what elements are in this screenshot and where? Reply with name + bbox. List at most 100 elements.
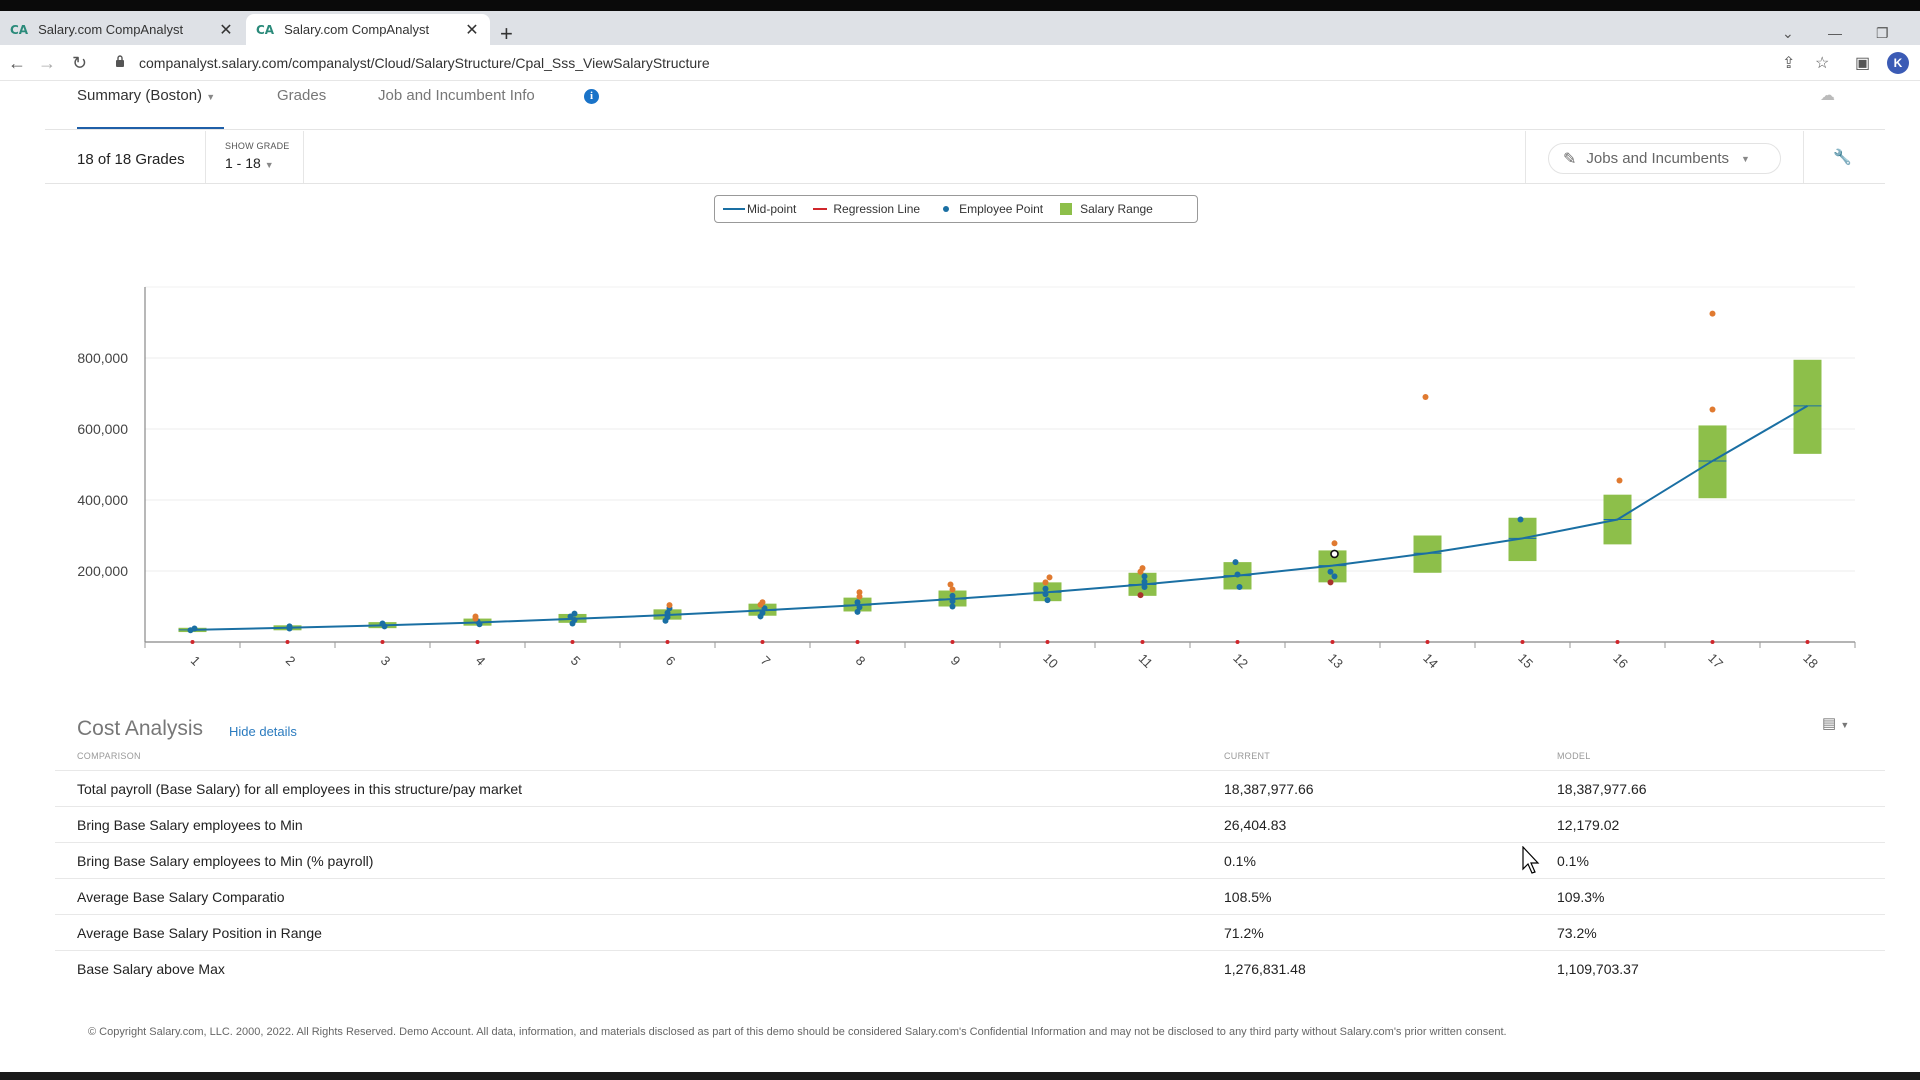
forward-arrow-icon[interactable]: → [38, 53, 56, 73]
tab-job-incumbent-info[interactable]: Job and Incumbent Info [378, 87, 535, 104]
tab-search-chevron-icon[interactable]: ⌄ [1782, 25, 1794, 41]
y-tick-label: 400,000 [77, 492, 128, 508]
os-taskbar [0, 1072, 1920, 1080]
legend-item-regression[interactable]: Regression Line [813, 202, 920, 216]
regression-point [1045, 640, 1050, 644]
show-grade-select[interactable]: 1 - 18 ▼ [225, 155, 274, 171]
current-cell: 108.5% [1224, 889, 1272, 905]
current-cell: 18,387,977.66 [1224, 781, 1314, 797]
regression-point [1330, 640, 1335, 644]
legend-item-employee[interactable]: Employee Point [937, 202, 1043, 216]
divider [205, 131, 206, 183]
y-tick-label: 600,000 [77, 421, 128, 437]
model-cell: 73.2% [1557, 925, 1597, 941]
hide-details-link[interactable]: Hide details [229, 724, 297, 739]
employee-point [664, 609, 671, 616]
regression-point [190, 640, 195, 644]
regression-point [855, 640, 860, 644]
tab-summary[interactable]: Summary (Boston) ▼ [77, 87, 215, 104]
employee-point [949, 586, 956, 593]
regression-point [1805, 640, 1810, 644]
legend-midpoint-label: Mid-point [747, 202, 797, 216]
reload-icon[interactable]: ↻ [72, 53, 88, 73]
header-model: MODEL [1557, 751, 1591, 761]
legend-range-label: Salary Range [1080, 202, 1153, 216]
comparison-cell: Average Base Salary Position in Range [77, 925, 322, 941]
browser-tab-1[interactable]: CA Salary.com CompAnalyst ✕ [0, 14, 244, 45]
employee-point [1709, 406, 1716, 413]
employee-point [761, 605, 768, 612]
back-arrow-icon[interactable]: ← [8, 53, 26, 73]
x-tick-label: 6 [663, 653, 679, 669]
employee-point [856, 604, 863, 611]
bookmark-star-icon[interactable]: ☆ [1815, 55, 1830, 72]
employee-point [1141, 578, 1148, 585]
table-view-icon[interactable]: ▤ ▼ [1822, 715, 1850, 732]
regression-point [665, 640, 670, 644]
side-panel-icon[interactable]: ▣ [1855, 55, 1871, 72]
address-bar-row: ← → ↻ [0, 45, 1920, 81]
employee-point [571, 610, 578, 617]
regression-point [285, 640, 290, 644]
regression-point [1520, 640, 1525, 644]
share-icon[interactable]: ⇪ [1782, 55, 1796, 72]
os-top-bar [0, 0, 1920, 11]
x-tick-label: 12 [1230, 650, 1251, 671]
x-tick-label: 17 [1705, 650, 1726, 671]
restore-icon[interactable]: ❐ [1876, 25, 1889, 41]
x-tick-label: 10 [1040, 650, 1061, 671]
info-icon[interactable]: i [584, 89, 599, 104]
employee-point [1141, 583, 1148, 590]
tab-close-icon[interactable]: ✕ [465, 21, 479, 39]
legend-item-midpoint[interactable]: Mid-point [723, 202, 796, 216]
show-grade-label: SHOW GRADE [225, 141, 290, 151]
regression-point [475, 640, 480, 644]
x-tick-label: 8 [853, 653, 869, 669]
employee-point [1044, 597, 1051, 604]
new-tab-button[interactable]: + [500, 21, 513, 46]
profile-avatar[interactable]: K [1887, 52, 1909, 74]
regression-point [760, 640, 765, 644]
midpoint-line [192, 405, 1809, 631]
divider [303, 131, 304, 183]
lock-icon [116, 55, 124, 67]
pencil-icon: ✎ [1563, 150, 1577, 168]
table-row: Base Salary above Max 1,276,831.48 1,109… [55, 950, 1885, 986]
current-cell: 0.1% [1224, 853, 1256, 869]
table-row: Average Base Salary Position in Range 71… [55, 914, 1885, 950]
employee-point [947, 581, 954, 588]
employee-point [854, 608, 861, 615]
regression-point [1710, 640, 1715, 644]
browser-tab-2[interactable]: CA Salary.com CompAnalyst ✕ [246, 14, 490, 45]
employee-point [856, 593, 863, 600]
comparison-cell: Total payroll (Base Salary) for all empl… [77, 781, 523, 797]
tab-close-icon[interactable]: ✕ [219, 21, 233, 39]
regression-swatch [813, 208, 828, 210]
tab-grades[interactable]: Grades [277, 87, 327, 104]
chevron-down-icon: ▼ [264, 160, 274, 170]
url-text[interactable]: companalyst.salary.com/companalyst/Cloud… [139, 55, 710, 71]
table-row: Bring Base Salary employees to Min 26,40… [55, 806, 1885, 842]
employee-point [379, 620, 386, 627]
header-comparison: COMPARISON [77, 751, 141, 761]
show-grade-value: 1 - 18 [225, 155, 261, 171]
grade-count: 18 of 18 Grades [77, 151, 185, 168]
x-tick-label: 11 [1136, 651, 1156, 671]
x-tick-label: 18 [1800, 650, 1821, 671]
minimize-icon[interactable]: — [1828, 25, 1842, 41]
employee-point-selected [1330, 549, 1339, 559]
cloud-download-icon[interactable]: ☁ [1820, 87, 1835, 104]
table-row: Average Base Salary Comparatio 108.5% 10… [55, 878, 1885, 914]
employee-point [1331, 540, 1338, 547]
employee-point [1422, 394, 1429, 401]
jobs-incumbents-button[interactable]: ✎ Jobs and Incumbents ▼ [1548, 143, 1781, 174]
employee-point [1234, 571, 1241, 578]
comparison-cell: Bring Base Salary employees to Min (% pa… [77, 853, 374, 869]
tab-title: Salary.com CompAnalyst [38, 22, 184, 37]
legend-item-range[interactable]: Salary Range [1060, 202, 1153, 216]
wrench-icon[interactable]: 🔧 [1833, 149, 1852, 166]
employee-point [949, 598, 956, 605]
range-swatch [1060, 203, 1073, 215]
regression-point [380, 640, 385, 644]
